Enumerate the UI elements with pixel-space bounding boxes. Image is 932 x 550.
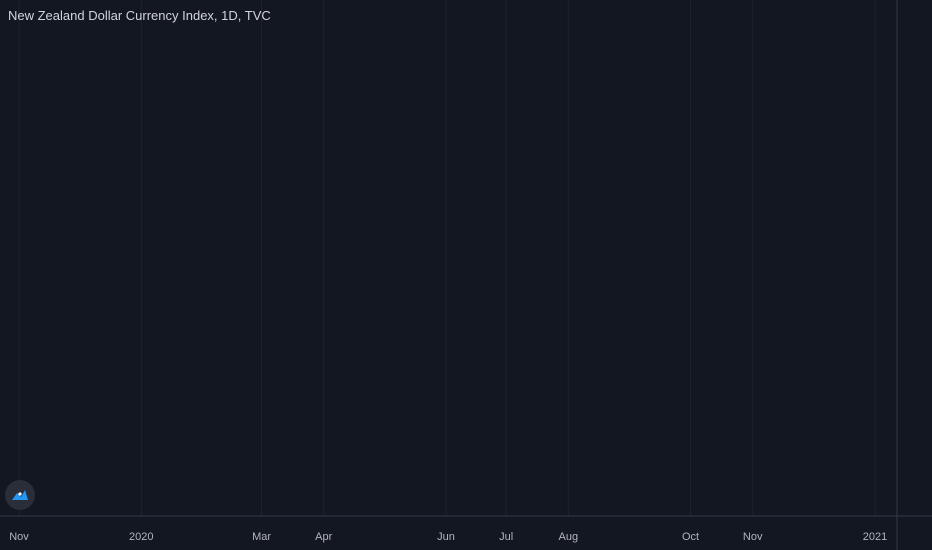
x-tick-label: 2021 — [863, 531, 887, 543]
x-tick-label: Apr — [315, 531, 332, 543]
x-tick-label: Nov — [9, 531, 29, 543]
x-tick-label: Aug — [558, 531, 578, 543]
x-tick-label: Mar — [252, 531, 271, 543]
tradingview-logo-icon[interactable] — [5, 480, 35, 510]
x-tick-label: Jul — [499, 531, 513, 543]
chart-title: New Zealand Dollar Currency Index, 1D, T… — [8, 8, 271, 23]
x-tick-label: 2020 — [129, 531, 153, 543]
x-tick-label: Nov — [743, 531, 763, 543]
x-tick-label: Oct — [682, 531, 699, 543]
chart-grid — [18, 0, 876, 516]
x-tick-label: Jun — [437, 531, 455, 543]
